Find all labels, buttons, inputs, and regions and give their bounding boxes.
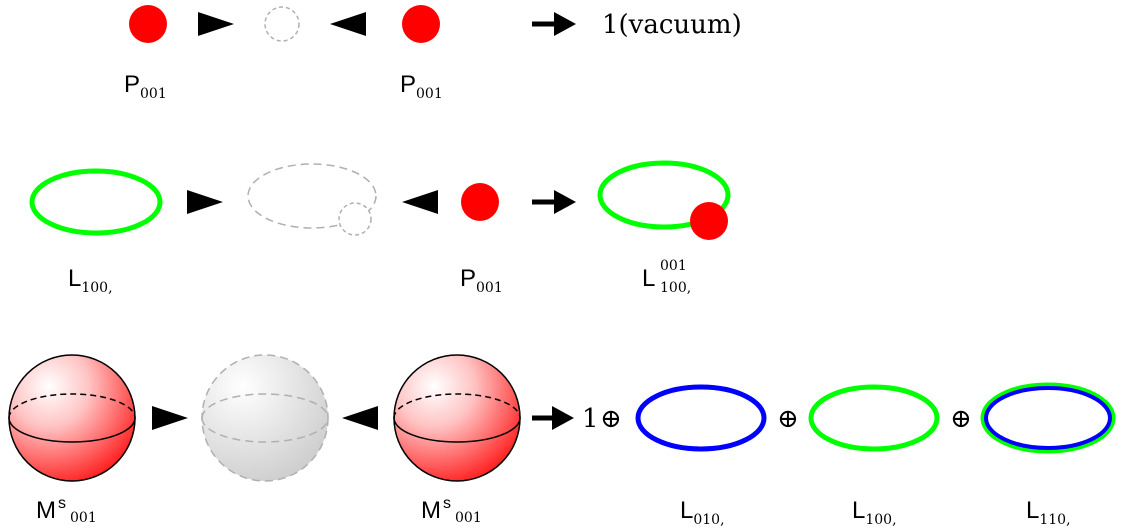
label-l100-bottom: L100, <box>852 497 897 528</box>
label-l010: L010, <box>680 497 725 528</box>
label-l100-p001: L <box>642 265 655 292</box>
label-ms001-left-sup: s <box>58 495 66 512</box>
row-2: L100, P001 L 001 100, <box>29 160 731 296</box>
result-arrow <box>532 190 576 214</box>
vacuum-result-text: 1(vacuum) <box>602 10 742 40</box>
loop-with-particle-result <box>597 160 731 240</box>
label-ms001-left-sub: 001 <box>70 510 97 526</box>
result-arrow <box>532 406 574 430</box>
loop-l010-blue <box>635 384 767 452</box>
label-p001-right: P001 <box>400 71 443 102</box>
fuse-arrowhead-right <box>198 12 234 36</box>
fuse-arrowhead-right <box>187 190 223 214</box>
label-ms001-right-sub: 001 <box>455 510 482 526</box>
fuse-arrowhead-left <box>342 406 378 430</box>
direct-sum-symbol: ⊕ <box>600 404 622 434</box>
row-1: 1(vacuum) P001 P001 <box>124 5 742 102</box>
label-ms001-left: M <box>36 497 56 524</box>
fuse-arrowhead-right <box>152 406 188 430</box>
ghost-loop-with-particle <box>247 163 377 236</box>
direct-sum-symbol: ⊕ <box>777 404 799 434</box>
loop-l110-double <box>980 382 1116 454</box>
fuse-arrowhead-left <box>330 12 366 36</box>
label-p001-left: P001 <box>124 71 167 102</box>
particle-p001-right <box>402 5 440 43</box>
label-p001: P001 <box>460 265 503 296</box>
label-l110: L110, <box>1026 497 1071 528</box>
particle-p001-left <box>129 5 167 43</box>
row-3: 1 ⊕ ⊕ ⊕ M s 001 M s 001 L010, L100, L110… <box>8 354 1116 528</box>
fuse-arrowhead-left <box>402 190 438 214</box>
direct-sum-symbol: ⊕ <box>950 404 972 434</box>
monopole-sphere-right <box>393 354 521 482</box>
label-l100-p001-sub: 100, <box>660 280 691 296</box>
label-ms001-right: M <box>421 497 441 524</box>
label-l100: L100, <box>68 265 113 296</box>
loop-l100-green <box>808 384 940 452</box>
label-ms001-right-sup: s <box>443 495 451 512</box>
ghost-sphere <box>201 354 329 482</box>
monopole-sphere-left <box>8 354 136 482</box>
ghost-particle <box>264 6 300 42</box>
particle-p001 <box>461 183 499 221</box>
identity-term: 1 <box>582 404 599 434</box>
label-l100-p001-sup: 001 <box>660 258 687 274</box>
loop-l100-green <box>29 168 163 236</box>
result-arrow <box>532 12 576 36</box>
